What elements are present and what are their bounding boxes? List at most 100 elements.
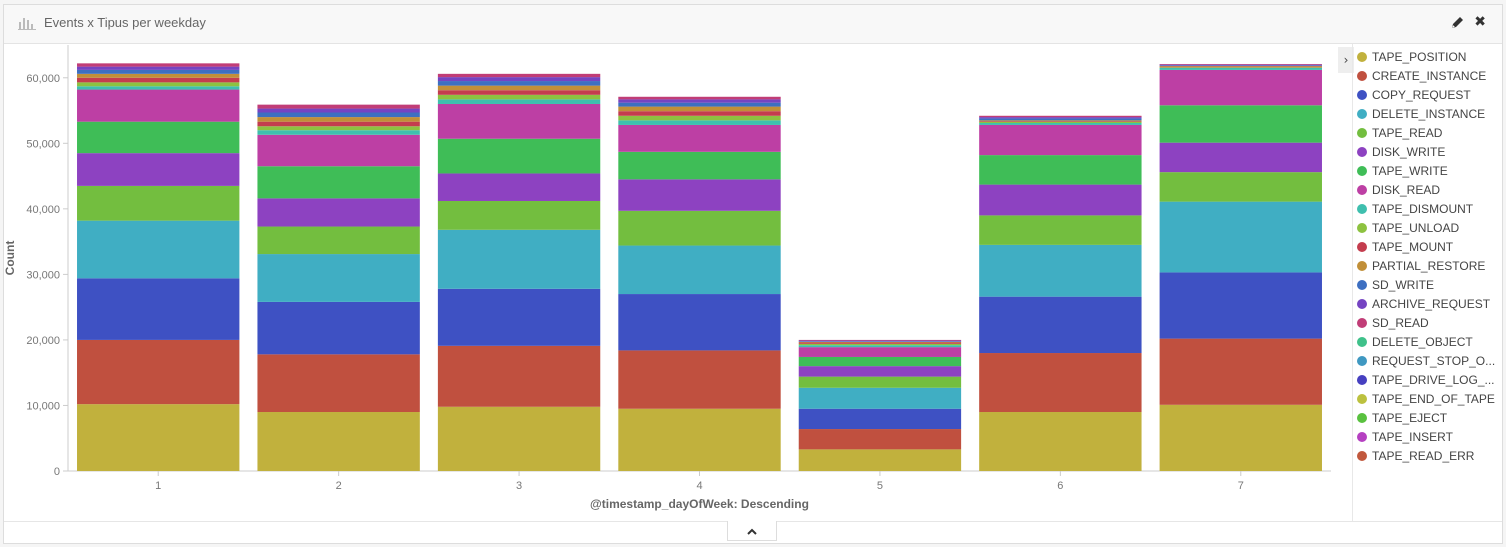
legend-label: COPY_REQUEST xyxy=(1372,87,1471,102)
legend-label: DISK_READ xyxy=(1372,182,1441,197)
bar-segment xyxy=(618,151,781,180)
bar-segment xyxy=(437,288,601,346)
legend-item[interactable]: TAPE_INSERT xyxy=(1357,427,1453,446)
bar-segment xyxy=(77,82,240,87)
bar-segment xyxy=(257,121,420,127)
legend-label: CREATE_INSTANCE xyxy=(1372,68,1487,83)
bar-segment xyxy=(979,120,1142,122)
legend-label: TAPE_UNLOAD xyxy=(1372,220,1460,235)
legend-swatch xyxy=(1357,279,1367,290)
bar-segment xyxy=(437,85,601,91)
legend-item[interactable]: TAPE_READ xyxy=(1357,123,1442,142)
bar-segment xyxy=(257,134,420,167)
legend-item[interactable]: TAPE_EJECT xyxy=(1357,408,1447,427)
bar-segment xyxy=(77,220,240,279)
bar-segment xyxy=(437,77,601,82)
bar-segment xyxy=(618,210,781,246)
bar-segment xyxy=(257,130,420,135)
bar-segment xyxy=(798,366,962,377)
legend-item[interactable]: COPY_REQUEST xyxy=(1357,85,1471,104)
bar-segment xyxy=(618,115,781,121)
visualization-panel: Events x Tipus per weekday ✖ 0 10,000 20,0… xyxy=(3,4,1503,544)
legend-item[interactable]: TAPE_UNLOAD xyxy=(1357,218,1459,237)
bar-segment xyxy=(618,120,781,125)
bar-segment xyxy=(798,342,962,344)
bar-segment xyxy=(618,350,781,409)
pencil-icon[interactable] xyxy=(1450,16,1464,30)
bar-segment xyxy=(979,184,1142,216)
legend-item[interactable]: DELETE_INSTANCE xyxy=(1357,104,1485,123)
bar-segment xyxy=(437,345,601,407)
legend-item[interactable]: TAPE_END_OF_TAPE xyxy=(1357,389,1495,408)
bar-segment xyxy=(1159,404,1322,471)
close-icon[interactable]: ✖ xyxy=(1474,14,1486,30)
legend-swatch xyxy=(1357,51,1367,62)
bar-segment xyxy=(798,429,962,450)
bar-segment xyxy=(437,94,601,100)
legend-label: TAPE_READ_ERR xyxy=(1372,448,1475,463)
bar-segment xyxy=(979,244,1142,297)
x-tick-label: 3 xyxy=(516,480,522,492)
bar-segment xyxy=(798,347,962,357)
legend-item[interactable]: DISK_WRITE xyxy=(1357,142,1445,161)
bar-segment xyxy=(1159,69,1322,106)
legend-swatch xyxy=(1357,431,1367,442)
legend-swatch xyxy=(1357,355,1367,366)
bar-segment xyxy=(798,376,962,388)
legend-item[interactable]: CREATE_INSTANCE xyxy=(1357,66,1486,85)
x-tick-label: 4 xyxy=(696,480,702,492)
legend-item[interactable]: DISK_READ xyxy=(1357,180,1440,199)
legend-label: TAPE_INSERT xyxy=(1372,429,1453,444)
bar-segment xyxy=(979,117,1142,119)
chevron-up-icon xyxy=(747,528,757,535)
bar-segment xyxy=(798,341,962,342)
y-tick-label: 20,000 xyxy=(26,335,60,347)
chart-legend: TAPE_POSITION CREATE_INSTANCE COPY_REQUEST… xyxy=(1352,44,1504,521)
bar-segment xyxy=(77,404,240,471)
legend-label: ARCHIVE_REQUEST xyxy=(1372,296,1491,311)
legend-label: TAPE_DISMOUNT xyxy=(1372,201,1474,216)
bar-segment xyxy=(1159,65,1322,66)
legend-item[interactable]: REQUEST_STOP_O... xyxy=(1357,351,1495,370)
legend-item[interactable]: TAPE_WRITE xyxy=(1357,161,1448,180)
bar-segment xyxy=(1159,142,1322,173)
bar-segment xyxy=(77,73,240,78)
bar-segment xyxy=(1159,64,1322,66)
legend-swatch xyxy=(1357,298,1367,309)
bar-segment xyxy=(618,124,781,152)
x-tick-label: 2 xyxy=(336,480,342,492)
bar-chart-icon xyxy=(18,18,36,30)
legend-item[interactable]: TAPE_READ_ERR xyxy=(1357,446,1474,465)
legend-item[interactable]: SD_READ xyxy=(1357,313,1429,332)
panel-title: Events x Tipus per weekday xyxy=(44,15,206,30)
bar-segment xyxy=(618,111,781,116)
legend-item[interactable]: TAPE_DISMOUNT xyxy=(1357,199,1473,218)
legend-item[interactable]: ARCHIVE_REQUEST xyxy=(1357,294,1490,313)
legend-swatch xyxy=(1357,127,1367,138)
legend-item[interactable]: SD_WRITE xyxy=(1357,275,1434,294)
legend-label: TAPE_EJECT xyxy=(1372,410,1448,425)
legend-swatch xyxy=(1357,412,1367,423)
collapse-button[interactable] xyxy=(727,521,777,541)
legend-label: TAPE_DRIVE_LOG_... xyxy=(1372,372,1495,387)
bar-segment xyxy=(979,353,1142,413)
bar-segment xyxy=(1159,67,1322,70)
bar-segment xyxy=(257,301,420,355)
legend-item[interactable]: TAPE_POSITION xyxy=(1357,47,1466,66)
bar-segment xyxy=(257,112,420,118)
legend-label: REQUEST_STOP_O... xyxy=(1372,353,1496,368)
legend-swatch xyxy=(1357,184,1367,195)
bar-segment xyxy=(1159,172,1322,202)
legend-item[interactable]: PARTIAL_RESTORE xyxy=(1357,256,1485,275)
legend-item[interactable]: TAPE_DRIVE_LOG_... xyxy=(1357,370,1495,389)
legend-toggle-button[interactable]: › xyxy=(1338,47,1354,73)
bar-segment xyxy=(77,121,240,154)
legend-label: SD_WRITE xyxy=(1372,277,1435,292)
legend-swatch xyxy=(1357,241,1367,252)
bar-segment xyxy=(618,96,781,100)
legend-label: DELETE_INSTANCE xyxy=(1372,106,1486,121)
legend-label: TAPE_READ xyxy=(1372,125,1443,140)
legend-item[interactable]: DELETE_OBJECT xyxy=(1357,332,1473,351)
bar-segment xyxy=(1159,105,1322,143)
legend-item[interactable]: TAPE_MOUNT xyxy=(1357,237,1453,256)
